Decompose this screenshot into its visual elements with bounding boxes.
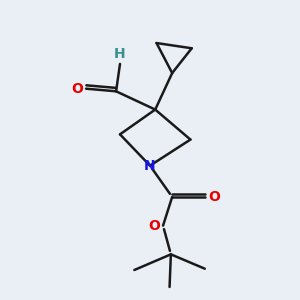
Text: H: H (114, 47, 126, 61)
Text: O: O (71, 82, 83, 96)
Text: N: N (144, 159, 156, 173)
Text: O: O (148, 219, 160, 233)
Text: O: O (208, 190, 220, 204)
